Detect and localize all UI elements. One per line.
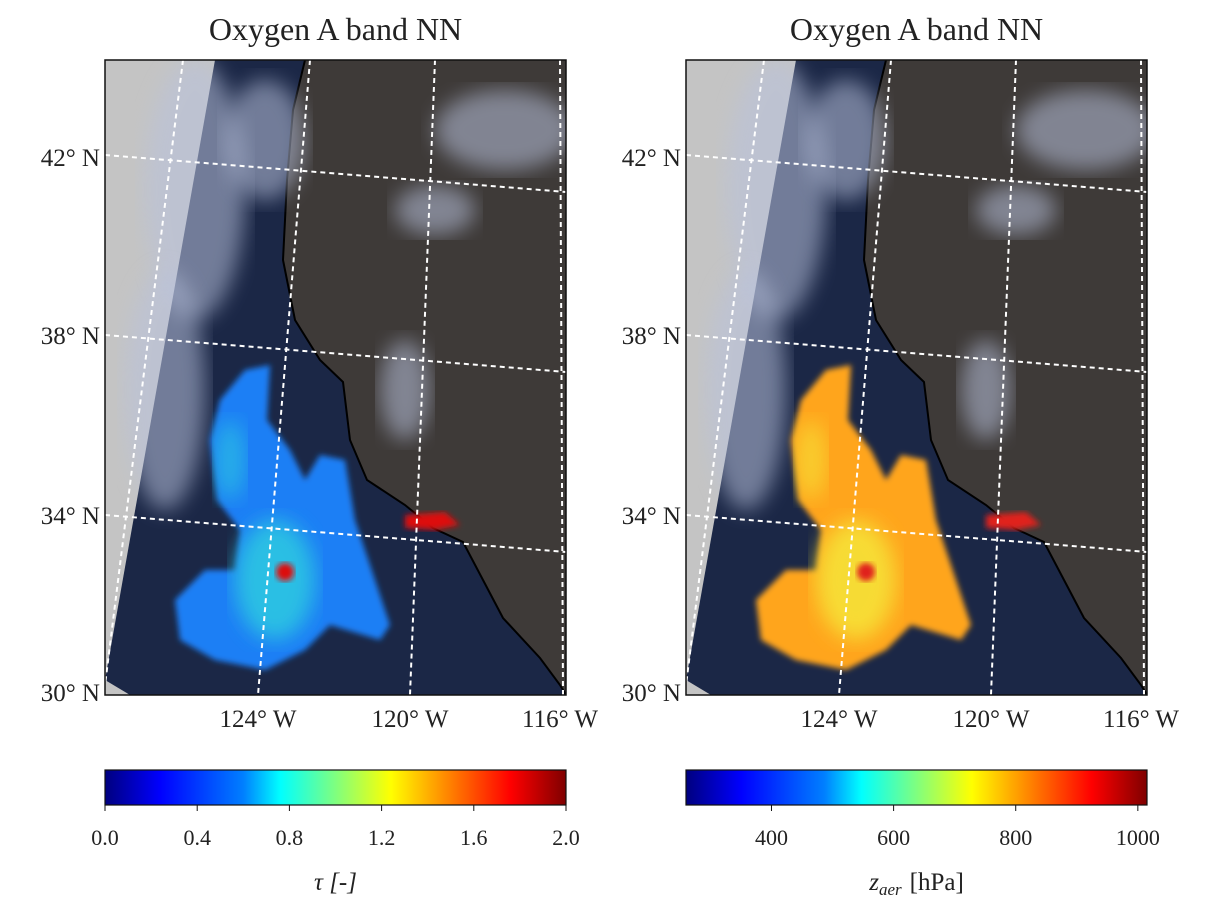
colorbar-tick-label: 600 — [877, 825, 910, 850]
plume-peak — [857, 563, 875, 581]
plume-core — [235, 520, 315, 640]
lat-label: 42° N — [622, 145, 681, 172]
cloud — [806, 80, 886, 200]
cloud — [435, 90, 575, 170]
map-body — [105, 60, 575, 695]
lat-label: 30° N — [41, 680, 100, 707]
lat-label: 42° N — [41, 145, 100, 172]
lon-label: 124° W — [801, 706, 878, 733]
lon-label: 116° W — [522, 706, 598, 733]
cloud — [961, 340, 1011, 440]
lon-label: 124° W — [220, 706, 297, 733]
colorbar-tick-label: 2.0 — [552, 825, 580, 850]
lon-label: 116° W — [1103, 706, 1179, 733]
colorbar — [686, 770, 1147, 805]
colorbar — [105, 770, 566, 805]
colorbar-tick-label: 800 — [999, 825, 1032, 850]
colorbar-tick-label: 400 — [755, 825, 788, 850]
lat-label: 38° N — [41, 323, 100, 350]
map-body — [686, 60, 1156, 695]
colorbar-label: τ [-] — [314, 869, 357, 896]
colorbar-tick-label: 1.2 — [368, 825, 396, 850]
colorbar-tick-label: 0.4 — [183, 825, 211, 850]
lat-label: 34° N — [622, 503, 681, 530]
plume-core — [215, 420, 245, 500]
plume-core — [816, 520, 896, 640]
colorbar-tick-label: 1.6 — [460, 825, 488, 850]
label-unit: [hPa] — [910, 869, 964, 896]
cloud — [395, 185, 475, 235]
cloud — [1016, 90, 1156, 170]
plume-peak — [276, 563, 294, 581]
map-panel — [686, 60, 1156, 695]
plume-core — [796, 420, 826, 500]
cloud — [976, 185, 1056, 235]
lat-label: 38° N — [622, 323, 681, 350]
label-subscript: aer — [879, 880, 902, 899]
panel-title: Oxygen A band NN — [209, 11, 462, 47]
figure: Oxygen A band NN 42° N 38° N 34° N 30° N 124°… — [0, 0, 1221, 903]
cloud — [706, 270, 786, 510]
colorbar-tick-label: 0.0 — [91, 825, 119, 850]
cloud — [380, 340, 430, 440]
cloud — [225, 80, 305, 200]
colorbar-tick-label: 0.8 — [276, 825, 304, 850]
cloud — [125, 270, 205, 510]
lat-label: 30° N — [622, 680, 681, 707]
lon-label: 120° W — [953, 706, 1030, 733]
panel-title: Oxygen A band NN — [790, 11, 1043, 47]
lon-label: 120° W — [372, 706, 449, 733]
colorbar-label: zaer [hPa] — [868, 869, 964, 899]
map-panel — [105, 60, 575, 695]
lat-label: 34° N — [41, 503, 100, 530]
label-symbol: z — [868, 869, 879, 896]
colorbar-tick-label: 1000 — [1116, 825, 1160, 850]
